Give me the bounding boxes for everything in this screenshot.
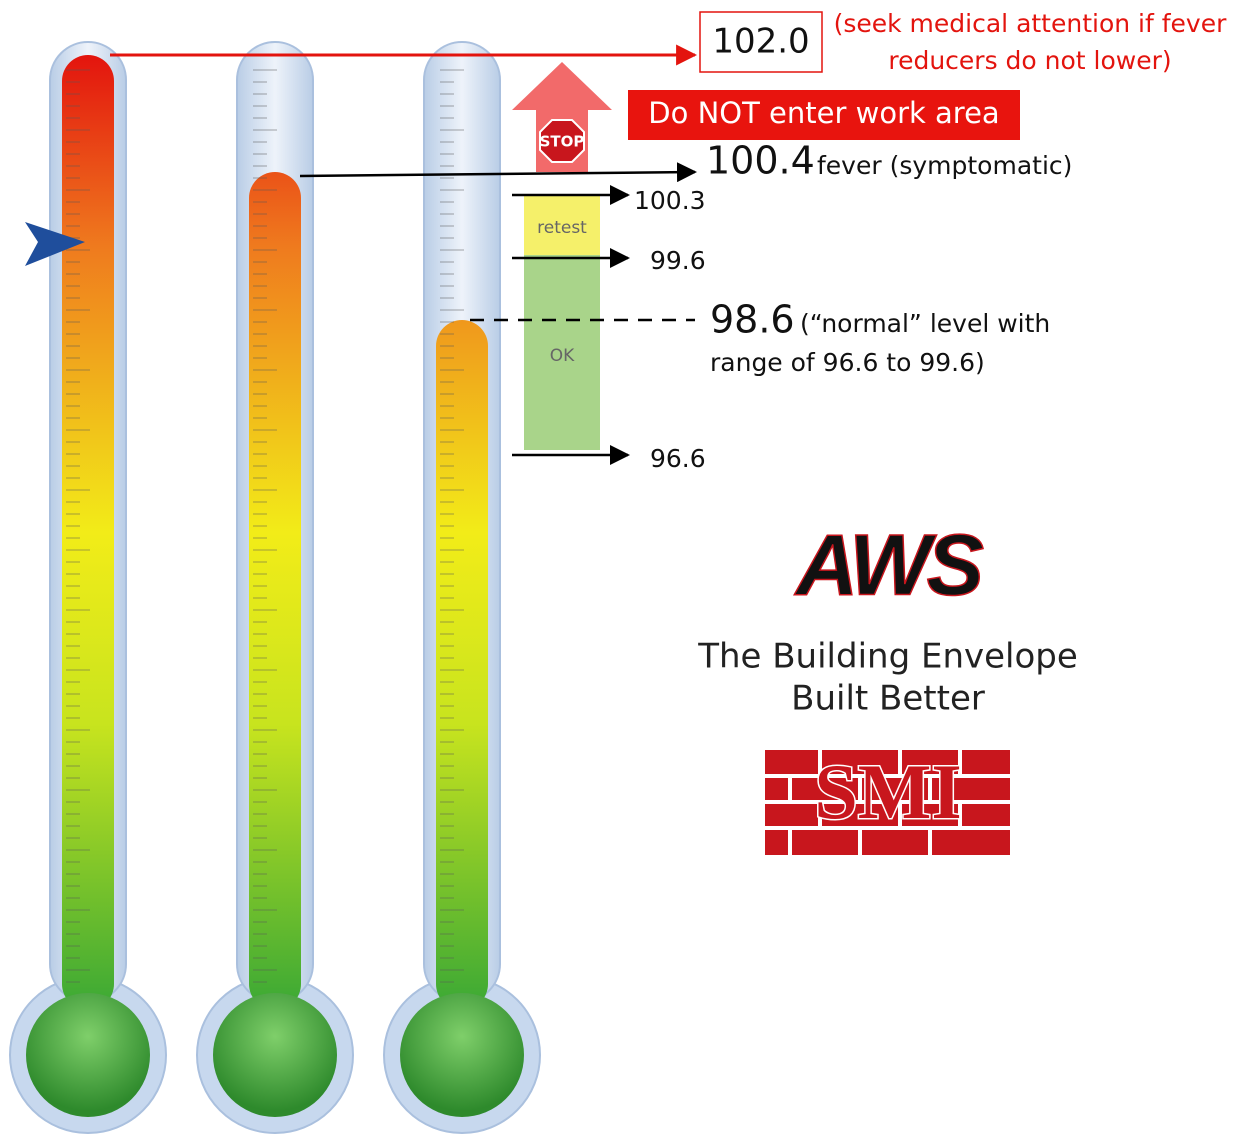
warning-banner [628,90,1020,140]
normal-note: (“normal” level with [800,309,1050,338]
high-value: 102.0 [712,22,809,62]
tube-fill [249,172,301,1010]
retest-top: 100.3 [634,186,706,215]
up-arrow [512,62,612,172]
pointer [25,222,85,266]
ok-label: OK [550,346,575,366]
smi-logo: SMI [765,746,1010,855]
stop-sign [539,119,585,163]
low-value: 96.6 [650,444,706,473]
smi-text: SMI [814,748,961,835]
normal-value: 98.6 [710,298,795,342]
fever-value: 100.4 [706,139,815,183]
retest-label: retest [537,218,587,238]
thermometers [9,41,541,1134]
bulb [26,993,150,1117]
tube-fill [436,320,488,1010]
fever-note: fever (symptomatic) [817,151,1072,180]
mortar [765,750,1010,855]
fever-line [299,162,697,183]
stop-text: STOP [540,133,585,151]
high-box [699,11,823,73]
tagline: Built Better [791,679,985,719]
bulb [213,993,337,1117]
retest-bottom: 99.6 [650,246,706,275]
high-note: (seek medical attention if fever [834,9,1228,38]
ok-zone [524,255,600,450]
warning-text: Do NOT enter work area [648,96,999,130]
retest-zone [524,195,600,255]
tagline: The Building Envelope [697,637,1078,677]
normal-note: range of 96.6 to 99.6) [710,348,985,377]
high-note: reducers do not lower) [888,46,1171,75]
bulb [400,993,524,1117]
aws-logo: AWS [794,518,984,614]
tube-fill [62,55,114,1010]
